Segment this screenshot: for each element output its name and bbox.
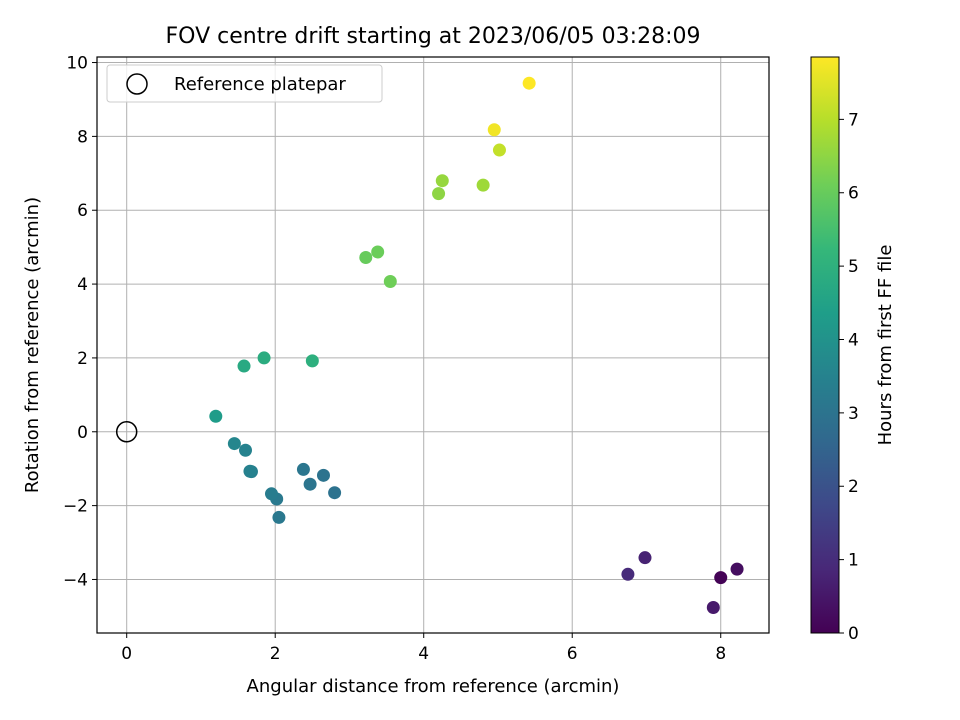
x-tick-label: 8 bbox=[715, 644, 726, 664]
data-point bbox=[239, 443, 253, 457]
colorbar-tick-label: 2 bbox=[848, 477, 859, 497]
data-point bbox=[706, 601, 720, 615]
colorbar-tick-label: 6 bbox=[848, 184, 859, 204]
data-point bbox=[638, 551, 652, 565]
legend-marker bbox=[126, 73, 148, 95]
data-point bbox=[371, 245, 385, 259]
y-tick-label: −4 bbox=[63, 570, 88, 590]
data-point bbox=[264, 487, 278, 501]
data-point bbox=[432, 187, 446, 201]
data-point bbox=[383, 274, 397, 288]
data-point bbox=[296, 462, 310, 476]
y-tick-label: 0 bbox=[77, 423, 88, 443]
data-point bbox=[476, 178, 490, 192]
colorbar-label: Hours from first FF file bbox=[875, 245, 896, 446]
colorbar-tick-label: 4 bbox=[848, 330, 859, 350]
data-point bbox=[487, 123, 501, 137]
data-point bbox=[272, 510, 286, 524]
y-tick-label: 6 bbox=[77, 201, 88, 221]
data-point bbox=[305, 354, 319, 368]
colorbar-gradient bbox=[810, 56, 840, 634]
y-tick-label: 8 bbox=[77, 127, 88, 147]
data-point bbox=[714, 571, 728, 585]
data-point bbox=[303, 477, 317, 491]
x-tick-label: 2 bbox=[270, 644, 281, 664]
legend: Reference platepar bbox=[106, 64, 383, 103]
data-point bbox=[316, 468, 330, 482]
data-point bbox=[257, 351, 271, 365]
data-point bbox=[209, 409, 223, 423]
data-point bbox=[492, 143, 506, 157]
x-axis-title: Angular distance from reference (arcmin) bbox=[247, 676, 620, 697]
x-tick-label: 0 bbox=[121, 644, 132, 664]
colorbar-tick-label: 3 bbox=[848, 404, 859, 424]
x-tick-label: 4 bbox=[418, 644, 429, 664]
plot-frame bbox=[96, 56, 770, 634]
x-tick-label: 6 bbox=[567, 644, 578, 664]
legend-entry-label: Reference platepar bbox=[174, 74, 346, 95]
y-tick-label: −2 bbox=[63, 497, 88, 517]
colorbar-tick-label: 5 bbox=[848, 257, 859, 277]
data-point bbox=[243, 464, 257, 478]
legend-box bbox=[106, 64, 383, 103]
y-tick-label: 4 bbox=[77, 275, 88, 295]
colorbar: 0 1 2 3 4 5 6 7 Hours from first FF file bbox=[810, 56, 896, 644]
colorbar-tick-label: 0 bbox=[848, 624, 859, 644]
data-point bbox=[730, 562, 744, 576]
reference-point-marker bbox=[115, 421, 138, 443]
data-point bbox=[522, 76, 536, 90]
y-tick-label: 10 bbox=[66, 54, 88, 74]
colorbar-tick-label: 1 bbox=[848, 551, 859, 571]
chart-title: FOV centre drift starting at 2023/06/05 … bbox=[166, 24, 701, 49]
data-point bbox=[621, 567, 635, 581]
data-point bbox=[359, 250, 373, 264]
data-point bbox=[227, 437, 241, 451]
colorbar-tick-label: 7 bbox=[848, 110, 859, 130]
data-point bbox=[435, 174, 449, 188]
data-point bbox=[328, 486, 342, 500]
y-tick-label: 2 bbox=[77, 349, 88, 369]
data-point bbox=[237, 359, 251, 373]
y-axis-title: Rotation from reference (arcmin) bbox=[22, 197, 43, 493]
